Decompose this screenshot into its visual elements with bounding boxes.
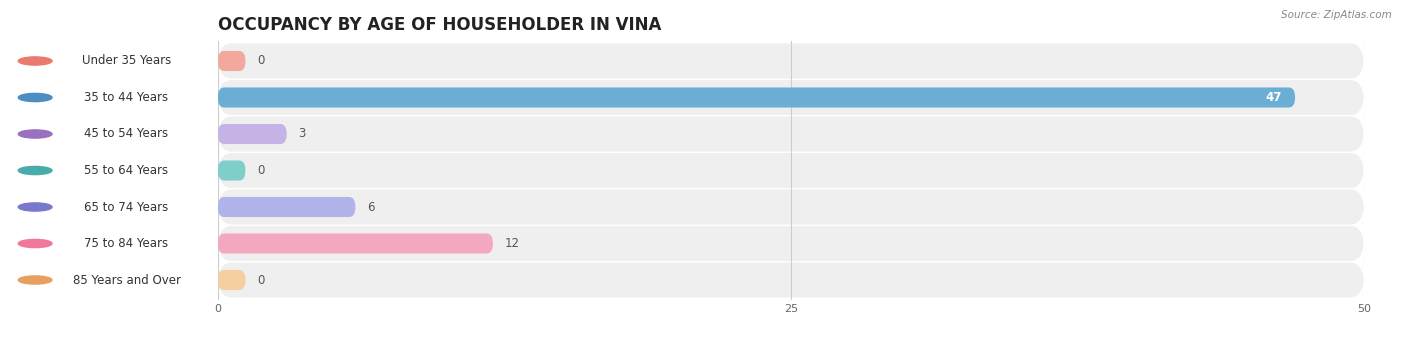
- FancyBboxPatch shape: [218, 43, 1364, 78]
- Text: 35 to 44 Years: 35 to 44 Years: [84, 91, 169, 104]
- Text: 85 Years and Over: 85 Years and Over: [73, 273, 180, 286]
- FancyBboxPatch shape: [218, 263, 1364, 298]
- Text: 3: 3: [298, 128, 305, 140]
- FancyBboxPatch shape: [218, 226, 1364, 261]
- FancyBboxPatch shape: [218, 117, 1364, 151]
- FancyBboxPatch shape: [218, 161, 246, 180]
- Text: 47: 47: [1265, 91, 1281, 104]
- FancyBboxPatch shape: [218, 270, 246, 290]
- Text: OCCUPANCY BY AGE OF HOUSEHOLDER IN VINA: OCCUPANCY BY AGE OF HOUSEHOLDER IN VINA: [218, 16, 661, 34]
- FancyBboxPatch shape: [218, 124, 287, 144]
- FancyBboxPatch shape: [218, 234, 494, 254]
- FancyBboxPatch shape: [218, 153, 1364, 188]
- Text: 0: 0: [257, 164, 264, 177]
- FancyBboxPatch shape: [218, 190, 1364, 224]
- Text: 0: 0: [257, 273, 264, 286]
- Text: Under 35 Years: Under 35 Years: [82, 55, 172, 68]
- FancyBboxPatch shape: [218, 80, 1364, 115]
- Text: 75 to 84 Years: 75 to 84 Years: [84, 237, 169, 250]
- Text: 12: 12: [505, 237, 519, 250]
- Text: Source: ZipAtlas.com: Source: ZipAtlas.com: [1281, 10, 1392, 20]
- FancyBboxPatch shape: [218, 51, 246, 71]
- Text: 65 to 74 Years: 65 to 74 Years: [84, 201, 169, 213]
- FancyBboxPatch shape: [218, 197, 356, 217]
- Text: 45 to 54 Years: 45 to 54 Years: [84, 128, 169, 140]
- Text: 6: 6: [367, 201, 374, 213]
- Text: 0: 0: [257, 55, 264, 68]
- FancyBboxPatch shape: [218, 87, 1295, 107]
- Text: 55 to 64 Years: 55 to 64 Years: [84, 164, 169, 177]
